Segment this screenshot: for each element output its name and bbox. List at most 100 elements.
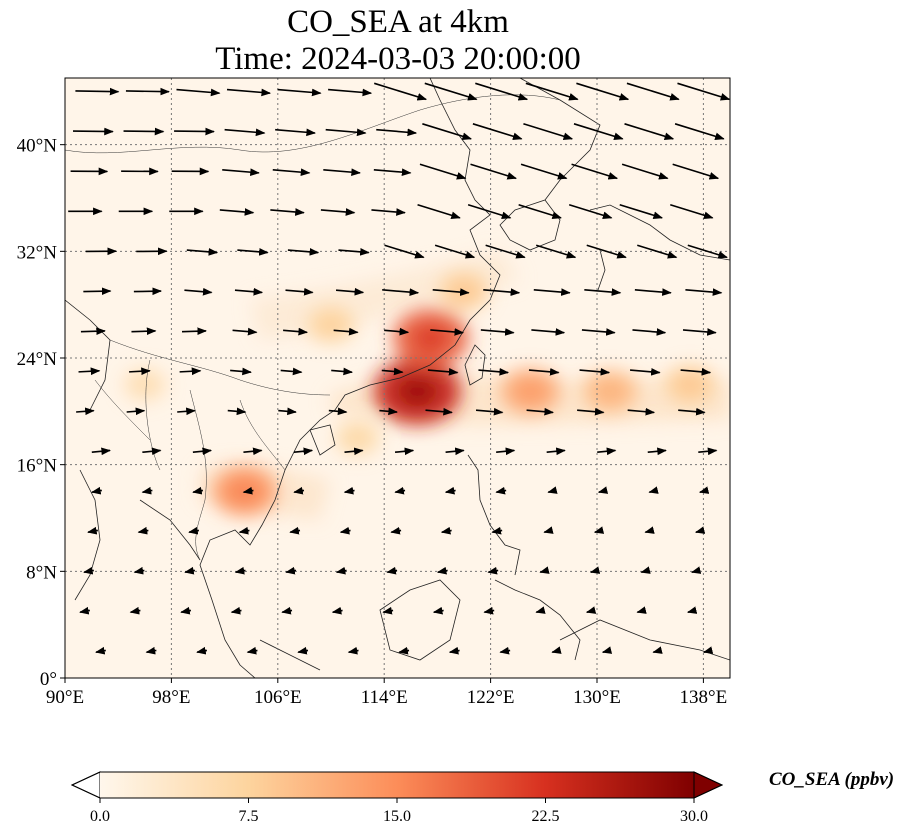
y-tick-label: 32°N [17,242,58,263]
wind-arrow [222,168,260,176]
wind-arrow [585,606,597,614]
wind-arrow [626,82,680,101]
wind-arrow [78,367,101,376]
wind-arrow [234,287,264,296]
wind-vector-field [68,82,730,655]
wind-arrow [621,163,669,180]
wind-arrow [422,123,472,140]
wind-arrow [376,128,418,137]
wind-arrow [677,82,730,101]
y-tick-label: 16°N [17,456,58,477]
wind-arrow [581,328,616,336]
wind-arrow [188,526,200,535]
wind-arrow [133,287,163,296]
wind-arrow [232,327,258,336]
wind-arrow [571,163,619,180]
wind-arrow [371,208,406,216]
wind-arrow [483,288,521,296]
wind-arrow [246,646,258,655]
wind-arrow [528,368,560,376]
wind-arrow [129,606,141,615]
wind-arrow [87,526,98,535]
wind-arrow [184,287,213,296]
colorbar-tick-label: 7.5 [239,808,259,825]
wind-arrow [394,486,406,495]
co-plume-core [597,381,623,401]
wind-arrow [432,606,444,615]
wind-arrow [297,646,309,655]
wind-arrow [440,526,452,535]
wind-arrow [227,407,247,416]
wind-arrow [283,327,309,336]
wind-arrow [230,367,252,376]
wind-arrow [445,447,465,456]
wind-arrow [79,606,90,615]
wind-arrow [546,447,566,456]
colorbar-extend-max [693,771,724,799]
wind-arrow [495,486,507,495]
wind-arrow [137,526,149,535]
colorbar-tick-label: 15.0 [383,808,411,825]
wind-arrow [593,526,605,534]
wind-arrow [219,208,255,216]
wind-arrow [176,88,221,97]
wind-arrow [174,127,215,136]
wind-arrow [577,407,605,416]
wind-arrow [347,646,359,655]
colorbar-tick-label: 0.0 [90,808,110,825]
wind-arrow [518,204,562,219]
wind-arrow [627,407,656,416]
wind-arrow [91,447,111,456]
wind-arrow [179,367,202,376]
wind-arrow [328,407,348,416]
wind-arrow [83,566,94,575]
wind-arrow [444,486,456,495]
wind-arrow [278,407,297,416]
wind-arrow [237,248,269,256]
wind-arrow [520,163,568,180]
wind-arrow [640,566,651,574]
x-tick-label: 130°E [573,687,621,708]
wind-arrow [637,244,678,259]
x-tick-label: 106°E [254,687,302,708]
wind-arrow [470,163,517,180]
wind-arrow [525,82,579,101]
wind-arrow [478,368,510,376]
wind-arrow [636,606,647,614]
wind-arrow [586,244,627,259]
wind-arrow [390,526,402,535]
wind-arrow [133,566,145,575]
map-title-line-2: Time: 2024-03-03 20:00:00 [215,41,581,77]
wind-arrow [343,486,355,495]
wind-arrow [674,123,725,140]
co-plume-core [678,376,702,394]
colorbar-extend-min [70,771,101,799]
wind-arrow [381,367,404,376]
wind-arrow [632,328,667,336]
wind-arrow [344,447,364,456]
wind-arrow [80,327,106,336]
wind-arrow [91,486,102,495]
wind-arrow [335,566,347,575]
wind-arrow [125,87,170,96]
wind-arrow [177,407,196,416]
wind-arrow [398,646,410,655]
wind-arrow [475,407,504,416]
wind-arrow [682,328,717,336]
wind-arrow [480,328,515,336]
wind-arrow [180,606,192,615]
wind-arrow [230,606,242,615]
y-tick-label: 0° [40,669,57,690]
wind-arrow [584,288,622,296]
wind-arrow [289,526,301,535]
wind-arrow [281,606,293,615]
wind-arrow [417,204,461,219]
wind-arrow [648,486,659,494]
wind-arrow [531,328,566,336]
wind-arrow [95,646,106,655]
wind-arrow [543,526,554,534]
wind-arrow [331,367,354,376]
wind-arrow [328,88,373,97]
wind-arrow [386,566,398,575]
wind-arrow [238,526,250,535]
